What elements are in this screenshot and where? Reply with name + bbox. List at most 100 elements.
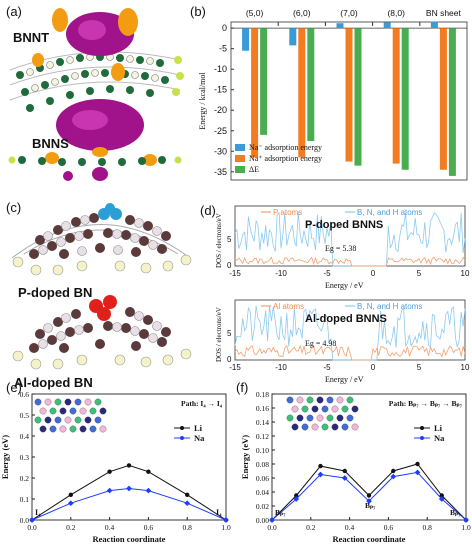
y-axis-label: Energy (eV) [0,435,10,479]
y-tick-label: 0.12 [256,432,269,441]
dos-plots: P atoms B, N, and H atoms P-doped BNNS E… [215,205,470,384]
data-point [67,500,74,507]
x-tick-label: 1.0 [461,523,471,532]
panel-b-label: (b) [190,4,206,19]
atom [306,414,314,422]
atom [34,416,42,424]
dos-x-tick-label: 10 [461,363,470,372]
atom [94,398,102,406]
data-point [341,475,348,481]
atom [296,414,304,422]
data-point [185,492,190,497]
y-axis-label: Energy (eV) [240,435,250,479]
atom [331,405,339,413]
y-tick-label: 0.2 [20,474,30,483]
atom [336,396,344,404]
atom [84,398,92,406]
bar [439,28,447,170]
bar [289,28,297,46]
atom [286,396,294,404]
dos-x-tick-label: -5 [323,269,331,278]
bar [336,23,344,29]
legend-marker [420,436,424,440]
data-point [415,461,420,467]
data-point [342,468,347,474]
dos-x-tick-label: 5 [417,363,422,372]
dos-x-tick-label: -15 [229,363,241,372]
y-tick-label: 0.18 [256,390,269,399]
atom [84,416,92,424]
bar [260,28,268,135]
atom [69,407,77,415]
atom [74,398,82,406]
legend-marker [420,426,424,430]
dopant-dos-trace [234,344,466,361]
dos-top-frame [234,205,466,267]
data-point [318,463,323,469]
y-tick-label: 0.6 [20,390,30,399]
end-state-label: I₄ [216,508,222,517]
atom [49,407,57,415]
bnnt-structure-illustration [8,8,184,181]
atom [44,398,52,406]
dos-top-title: P-doped BNNS [305,219,383,231]
y-tick-label: -25 [214,126,227,136]
dos-x-tick-label: -15 [229,269,241,278]
atom [44,416,52,424]
data-point [294,493,299,498]
dos-bot-ylabel: DOS / electrons/eV [215,307,223,362]
legend-swatch [235,166,245,173]
al-doped-bn-label: Al-doped BN [14,375,93,390]
host-dos-trace [234,305,466,361]
host-dos-trace [234,211,466,267]
dos-bot-legend-host: B, N, and H atoms [357,302,422,311]
dos-top-ytick-0: 0 [227,261,232,270]
dopant-dos-trace [234,256,466,267]
category-label: (7,0) [340,8,358,18]
series-line [31,464,227,521]
dos-x-tick-label: 0 [371,269,376,278]
y-tick-label: -20 [214,105,227,115]
atom [341,405,349,413]
legend-marker [180,426,184,430]
x-tick-label: 1.0 [221,523,231,532]
y-tick-label: 0.0 [20,516,30,525]
dos-x-tick-label: 0 [371,363,376,372]
x-axis-label: Reaction coordinate [93,534,166,544]
end-state-label: Bₚ₇ [450,508,461,517]
x-tick-label: 0.6 [144,523,154,532]
bar [383,22,391,29]
x-tick-label: 0.0 [27,523,37,532]
legend-swatch [235,155,245,162]
y-tick-label: 0.02 [256,502,269,511]
dos-x-tick-label: 10 [461,269,470,278]
category-label: (5,0) [246,8,264,18]
atom [39,407,47,415]
dos-top-ytick-5: 5 [227,235,232,244]
dos-x-tick-label: -10 [275,269,287,278]
data-point [68,492,74,497]
atom [326,396,334,404]
bar [401,28,409,170]
legend-label: Li [194,423,203,433]
y-tick-label: 0.1 [20,495,30,504]
p-doped-bn-label: P-doped BN [18,285,93,300]
panel-d-label: (d) [200,203,216,218]
x-tick-label: 0.2 [66,523,76,532]
dos-bot-ytick-5: 5 [227,329,232,338]
bar [242,28,250,51]
atom [79,407,87,415]
data-point [223,517,229,523]
atom [301,423,309,431]
dos-bot-ytick-0: 0 [227,355,232,364]
category-label: (8,0) [387,8,405,18]
x-tick-label: 0.6 [384,523,394,532]
legend-label: Li [434,423,443,433]
y-tick-label: 0.06 [256,474,269,483]
y-tick-label: 0.16 [256,404,269,413]
atom [64,398,72,406]
data-point [126,485,132,492]
data-point [463,517,469,523]
y-tick-label: 0.4 [20,432,30,441]
panel-e-label: (e) [6,380,22,395]
